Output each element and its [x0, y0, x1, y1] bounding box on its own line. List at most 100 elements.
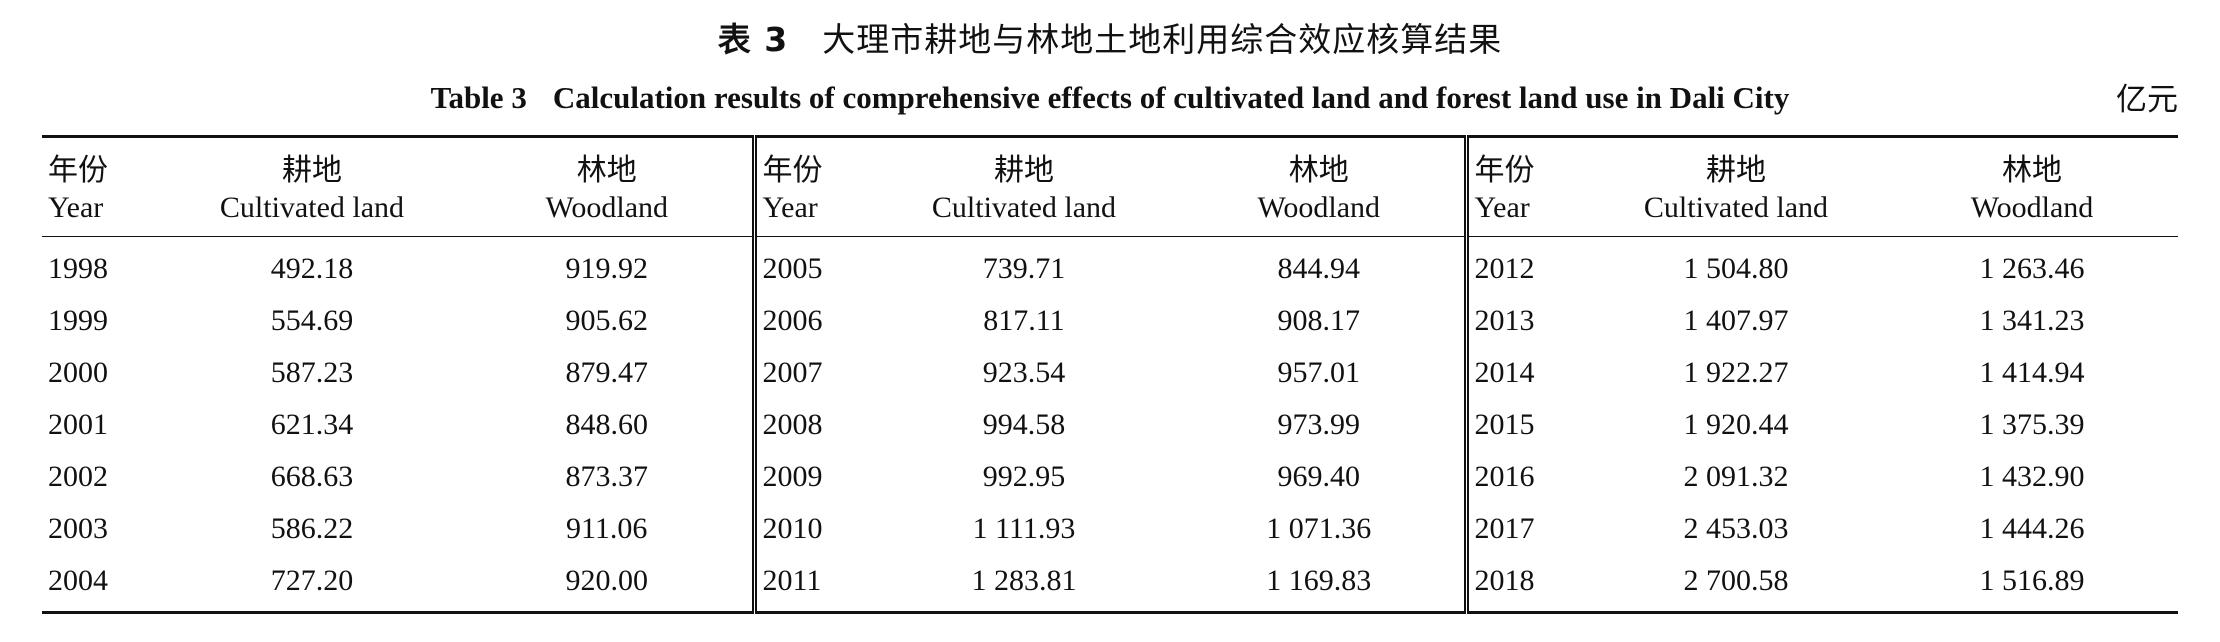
woodland-value: 1 414.94: [1979, 356, 2085, 389]
woodland-value: 957.01: [1277, 356, 1361, 389]
table-caption-en: Table 3 Calculation results of comprehens…: [0, 76, 2220, 120]
header-cultivated-en: Cultivated land: [931, 191, 1117, 224]
header-woodland: 林地 Woodland: [1174, 136, 1466, 237]
header-year: 年份 Year: [42, 136, 162, 237]
table-title-en: Calculation results of comprehensive eff…: [552, 80, 1790, 115]
table-label-en: Table 3: [430, 80, 527, 115]
woodland-value: 1 432.90: [1979, 460, 2085, 493]
woodland-value: 969.40: [1277, 460, 1361, 493]
header-year-cn: 年份: [762, 153, 823, 188]
header-cultivated: 耕地 Cultivated land: [874, 136, 1174, 237]
year-cell: 2008: [751, 399, 874, 451]
cultivated-value: 1 504.80: [1683, 252, 1789, 285]
header-year-en: Year: [48, 191, 104, 224]
cultivated-value: 2 091.32: [1683, 460, 1789, 493]
woodland-value: 973.99: [1277, 408, 1361, 441]
table-row: 2002 668.63 873.37 2009 992.95 969.40 20…: [42, 451, 2178, 503]
woodland-value: 1 341.23: [1979, 304, 2085, 337]
table-title-cn: 大理市耕地与林地土地利用综合效应核算结果: [822, 20, 1503, 59]
table-row: 2004 727.20 920.00 2011 1 283.81 1 169.8…: [42, 555, 2178, 613]
year-cell: 2018: [1463, 555, 1586, 613]
table-row: 2003 586.22 911.06 2010 1 111.93 1 071.3…: [42, 503, 2178, 555]
cultivated-value: 554.69: [270, 304, 354, 337]
cultivated-value: 923.54: [982, 356, 1066, 389]
header-woodland-en: Woodland: [1970, 191, 2094, 224]
woodland-value: 920.00: [565, 564, 649, 597]
header-woodland-en: Woodland: [1257, 191, 1381, 224]
header-cultivated-cn: 耕地: [994, 153, 1054, 188]
table-row: 1999 554.69 905.62 2006 817.11 908.17 20…: [42, 295, 2178, 347]
cultivated-value: 1 283.81: [971, 564, 1077, 597]
header-year-cn: 年份: [48, 153, 108, 188]
year-cell: 2011: [751, 555, 874, 613]
woodland-value: 873.37: [565, 460, 649, 493]
woodland-value: 911.06: [566, 512, 648, 545]
year-cell: 2000: [48, 356, 108, 389]
header-year-en: Year: [1474, 191, 1530, 224]
header-cultivated: 耕地 Cultivated land: [1586, 136, 1886, 237]
results-table: 年份 Year 耕地 Cultivated land 林地 Woodland 年…: [42, 135, 2178, 614]
header-cultivated-en: Cultivated land: [1643, 191, 1829, 224]
cultivated-value: 994.58: [982, 408, 1066, 441]
year-cell: 2013: [1463, 295, 1586, 347]
year-cell: 2009: [751, 451, 874, 503]
cultivated-value: 2 700.58: [1683, 564, 1789, 597]
year-cell: 2012: [1463, 236, 1586, 295]
year-cell: 2003: [48, 512, 108, 545]
header-cultivated-cn: 耕地: [282, 153, 342, 188]
year-cell: 1999: [48, 304, 108, 337]
header-cultivated-en: Cultivated land: [219, 191, 405, 224]
header-year-en: Year: [762, 191, 818, 224]
cultivated-value: 739.71: [982, 252, 1066, 285]
unit-label: 亿元: [2116, 82, 2178, 118]
header-row: 年份 Year 耕地 Cultivated land 林地 Woodland 年…: [42, 136, 2178, 237]
table-caption-cn: 表 3 大理市耕地与林地土地利用综合效应核算结果: [0, 18, 2220, 62]
year-cell: 2005: [751, 236, 874, 295]
cultivated-value: 727.20: [270, 564, 354, 597]
header-cultivated-cn: 耕地: [1706, 153, 1766, 188]
cultivated-value: 2 453.03: [1683, 512, 1789, 545]
woodland-value: 848.60: [565, 408, 649, 441]
cultivated-value: 1 111.93: [972, 512, 1076, 545]
woodland-value: 1 375.39: [1979, 408, 2085, 441]
woodland-value: 879.47: [565, 356, 649, 389]
header-woodland-cn: 林地: [1288, 153, 1349, 188]
cultivated-value: 1 920.44: [1683, 408, 1789, 441]
cultivated-value: 1 407.97: [1683, 304, 1789, 337]
year-cell: 2001: [48, 408, 108, 441]
year-cell: 1998: [48, 252, 108, 285]
header-year-cn: 年份: [1474, 153, 1535, 188]
cultivated-value: 621.34: [270, 408, 354, 441]
year-cell: 2014: [1463, 347, 1586, 399]
cultivated-value: 817.11: [983, 304, 1065, 337]
table-row: 2001 621.34 848.60 2008 994.58 973.99 20…: [42, 399, 2178, 451]
header-woodland: 林地 Woodland: [462, 136, 754, 237]
cultivated-value: 587.23: [270, 356, 354, 389]
header-year: 年份 Year: [751, 136, 874, 237]
year-cell: 2016: [1463, 451, 1586, 503]
woodland-value: 1 169.83: [1266, 564, 1372, 597]
year-cell: 2006: [751, 295, 874, 347]
table-label-cn: 表 3: [717, 20, 789, 59]
woodland-value: 908.17: [1277, 304, 1361, 337]
woodland-value: 1 516.89: [1979, 564, 2085, 597]
cultivated-value: 668.63: [270, 460, 354, 493]
cultivated-value: 492.18: [270, 252, 354, 285]
year-cell: 2015: [1463, 399, 1586, 451]
header-cultivated: 耕地 Cultivated land: [162, 136, 462, 237]
woodland-value: 1 263.46: [1979, 252, 2085, 285]
table-row: 2000 587.23 879.47 2007 923.54 957.01 20…: [42, 347, 2178, 399]
woodland-value: 1 444.26: [1979, 512, 2085, 545]
header-woodland-en: Woodland: [545, 191, 669, 224]
woodland-value: 844.94: [1277, 252, 1361, 285]
year-cell: 2002: [48, 460, 108, 493]
woodland-value: 905.62: [565, 304, 649, 337]
year-cell: 2004: [48, 564, 108, 597]
header-woodland: 林地 Woodland: [1886, 136, 2178, 237]
header-woodland-cn: 林地: [2002, 153, 2062, 188]
year-cell: 2010: [751, 503, 874, 555]
year-cell: 2017: [1463, 503, 1586, 555]
cultivated-value: 992.95: [982, 460, 1066, 493]
woodland-value: 919.92: [565, 252, 649, 285]
year-cell: 2007: [751, 347, 874, 399]
